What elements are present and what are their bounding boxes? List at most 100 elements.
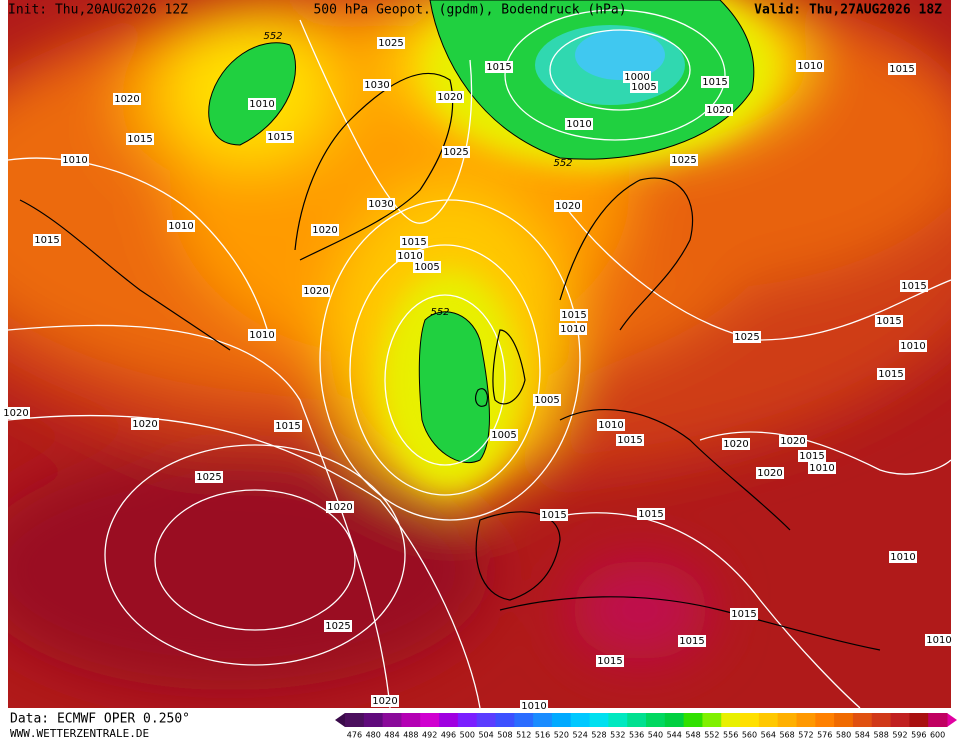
- colorbar-label: 596: [911, 731, 926, 740]
- isobar-label: 1020: [327, 502, 352, 513]
- colorbar-label: 528: [591, 731, 606, 740]
- colorbar-label: 496: [441, 731, 456, 740]
- colorbar-swatch: [834, 713, 854, 727]
- isobar-label: 1015: [541, 510, 566, 521]
- isobar-label-bg: [554, 200, 582, 212]
- isobar-label: 1015: [275, 421, 300, 432]
- isobar-label-bg: [597, 419, 625, 431]
- colorbar-label: 572: [798, 731, 813, 740]
- isobar-label-bg: [302, 285, 330, 297]
- colorbar-swatch: [420, 713, 440, 727]
- valid-time: Valid: Thu,27AUG2026 18Z: [754, 3, 942, 18]
- colorbar-label: 544: [667, 731, 682, 740]
- colorbar-swatch: [871, 713, 892, 727]
- isobar-label: 1020: [303, 286, 328, 297]
- isobar-label-bg: [670, 154, 698, 166]
- isobar-label-bg: [266, 131, 294, 143]
- isobar-label: 1005: [491, 430, 516, 441]
- isobar-label: 1015: [401, 237, 426, 248]
- colorbar-label: 516: [535, 731, 550, 740]
- isobar-label-bg: [900, 280, 928, 292]
- isobar-label-bg: [195, 471, 223, 483]
- isobar-label: 1030: [364, 80, 389, 91]
- isobar-label-bg: [61, 154, 89, 166]
- height-contour-label: 552: [553, 158, 572, 169]
- colorbar-swatch: [363, 713, 384, 727]
- isobar-label-bg: [400, 236, 428, 248]
- isobar-label-bg: [131, 418, 159, 430]
- isobar-label-bg: [722, 438, 750, 450]
- colorbar-label: 520: [554, 731, 569, 740]
- isobar-label: 1015: [876, 316, 901, 327]
- isobar-label-bg: [367, 198, 395, 210]
- isobar-label-bg: [796, 60, 824, 72]
- isobar-label: 1025: [378, 38, 403, 49]
- colorbar-label: 508: [497, 731, 512, 740]
- colorbar-label: 568: [779, 731, 794, 740]
- isobar-label-bg: [413, 261, 441, 273]
- colorbar-label: 540: [648, 731, 663, 740]
- isobar-label: 1010: [521, 701, 546, 712]
- colorbar-swatch: [683, 713, 703, 727]
- isobar-label: 1020: [437, 92, 462, 103]
- isobar-label-bg: [733, 331, 761, 343]
- isobar-label-bg: [560, 309, 588, 321]
- colorbar-label: 552: [704, 731, 719, 740]
- isobar-label: 1015: [127, 134, 152, 145]
- colorbar-swatch: [740, 713, 760, 727]
- isobar-label-bg: [436, 91, 464, 103]
- isobar-label-bg: [701, 76, 729, 88]
- colorbar-label: 556: [723, 731, 738, 740]
- isobar-label: 1020: [555, 201, 580, 212]
- isobar-label: 1015: [638, 509, 663, 520]
- height-contour-label: 552: [263, 31, 282, 42]
- colorbar-swatch: [476, 713, 496, 727]
- isobar-label-bg: [2, 407, 30, 419]
- colorbar-label: 476: [347, 731, 362, 740]
- isobar-label-bg: [377, 37, 405, 49]
- colorbar-label: 484: [384, 731, 399, 740]
- isobar-label-bg: [875, 315, 903, 327]
- isobar-label: 1010: [397, 251, 422, 262]
- colorbar-swatch: [890, 713, 910, 727]
- height-contour-label: 552: [430, 307, 449, 318]
- isobar-label-bg: [490, 429, 518, 441]
- isobar-label-bg: [877, 368, 905, 380]
- isobar-label: 1015: [799, 451, 824, 462]
- colorbar-swatch: [551, 713, 572, 727]
- isobar-label-bg: [248, 329, 276, 341]
- colorbar-label: 512: [516, 731, 531, 740]
- isobar-label: 1005: [631, 82, 656, 93]
- map-title: 500 hPa Geopot. (gpdm), Bodendruck (hPa): [313, 3, 626, 18]
- isobar-label-bg: [623, 71, 651, 83]
- colorbar-label: 548: [685, 731, 700, 740]
- colorbar-swatch: [608, 713, 628, 727]
- coastlines: [19, 72, 881, 651]
- isobar-label: 1020: [780, 436, 805, 447]
- low-552-atlantic: [418, 311, 490, 464]
- colorbar-swatch: [495, 713, 515, 727]
- isobar-label: 1025: [443, 147, 468, 158]
- isobar-label-bg: [705, 104, 733, 116]
- colorbar-swatch: [721, 713, 741, 727]
- isobar-label-bg: [899, 340, 927, 352]
- data-source: Data: ECMWF OPER 0.250°: [10, 712, 190, 727]
- colorbar-label: 480: [366, 731, 381, 740]
- isobar-label: 1020: [114, 94, 139, 105]
- colorbar-label: 584: [855, 731, 870, 740]
- isobar-label-bg: [248, 98, 276, 110]
- site-url: WWW.WETTERZENTRALE.DE: [10, 727, 149, 740]
- colorbar-swatch: [345, 713, 365, 727]
- colorbar-label: 488: [403, 731, 418, 740]
- isobar-label-bg: [520, 700, 548, 712]
- isobar-label-bg: [311, 224, 339, 236]
- isobar-label: 1015: [617, 435, 642, 446]
- isobar-label: 1015: [267, 132, 292, 143]
- isobar-label: 1020: [723, 439, 748, 450]
- isobar-label-bg: [596, 655, 624, 667]
- colorbar-swatch: [928, 713, 948, 727]
- isobar-label-bg: [371, 695, 399, 707]
- isobar-label: 1015: [561, 310, 586, 321]
- colorbar-label: 560: [742, 731, 757, 740]
- colorbar-label: 592: [892, 731, 907, 740]
